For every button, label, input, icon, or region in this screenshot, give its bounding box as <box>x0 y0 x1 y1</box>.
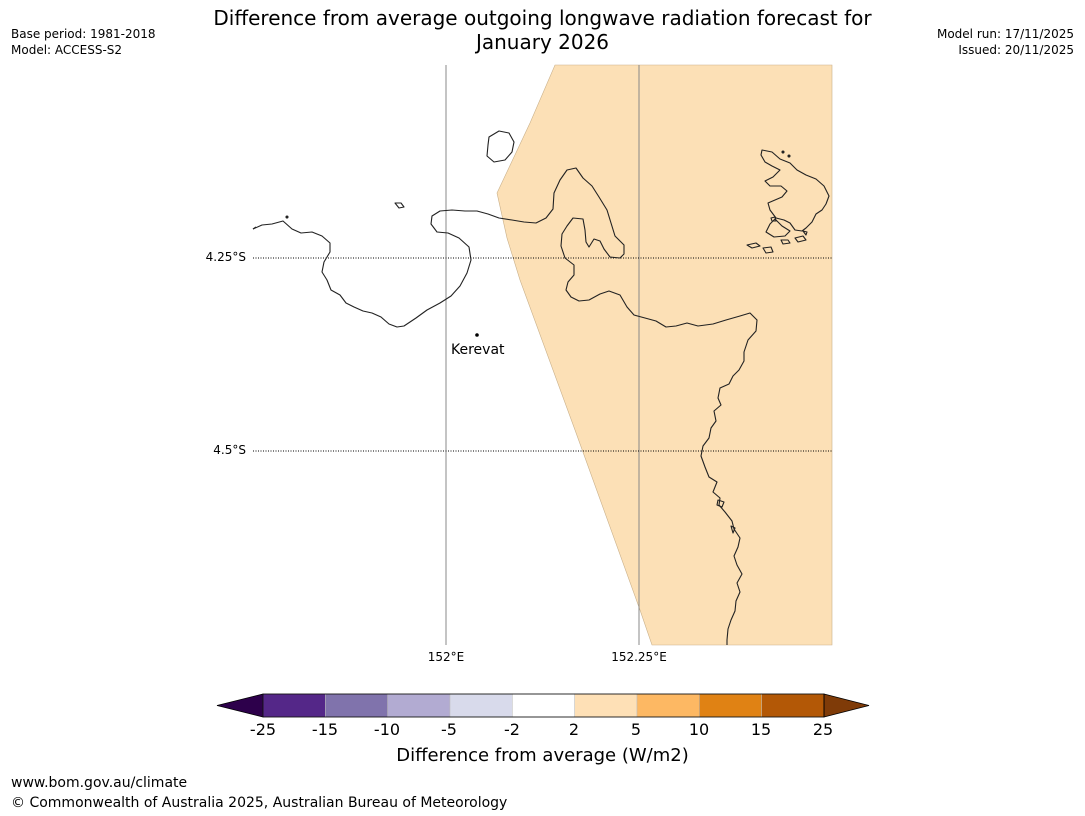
footer-copyright: © Commonwealth of Australia 2025, Austra… <box>11 795 508 811</box>
lat-label-4-5: 4.5°S <box>213 443 246 457</box>
colorbar-frame <box>262 693 825 718</box>
kerevat-marker <box>475 333 479 337</box>
place-label-kerevat: Kerevat <box>451 342 505 358</box>
model-run: Model run: 17/11/2025 <box>936 27 1074 41</box>
footer-url[interactable]: www.bom.gov.au/climate <box>11 775 188 791</box>
cbar-tick: -25 <box>249 720 277 739</box>
title-line-1: Difference from average outgoing longwav… <box>213 6 872 30</box>
cbar-tick: 15 <box>750 720 772 739</box>
colorbar-cells <box>216 693 870 718</box>
colorbar-extend-low <box>216 693 264 718</box>
cbar-tick: -5 <box>441 720 457 739</box>
colorbar-cell <box>512 693 575 718</box>
colorbar-cell <box>761 693 825 718</box>
lat-label-4-25: 4.25°S <box>205 250 246 264</box>
cbar-tick: 2 <box>568 720 580 739</box>
colorbar-cell <box>387 693 451 718</box>
meta-left: Base period: 1981-2018 Model: ACCESS-S2 <box>11 26 156 58</box>
coastline <box>252 130 830 645</box>
cbar-tick: -15 <box>311 720 339 739</box>
anomaly-region <box>496 64 833 646</box>
cbar-tick: 10 <box>688 720 710 739</box>
colorbar-label: Difference from average (W/m2) <box>396 745 689 766</box>
base-period: Base period: 1981-2018 <box>11 27 156 41</box>
cbar-tick: 5 <box>630 720 642 739</box>
model-name: Model: ACCESS-S2 <box>11 43 123 57</box>
cbar-tick: -2 <box>504 720 520 739</box>
colorbar-cell <box>449 693 513 718</box>
meta-right: Model run: 17/11/2025 Issued: 20/11/2025 <box>937 26 1074 58</box>
chart-title: Difference from average outgoing longwav… <box>0 6 1085 54</box>
cbar-tick: 25 <box>812 720 834 739</box>
colorbar-cell <box>325 693 388 718</box>
colorbar-cell <box>574 693 638 718</box>
lon-label-152: 152°E <box>427 650 465 664</box>
colorbar-cell <box>262 693 326 718</box>
title-line-2: January 2026 <box>475 30 610 54</box>
colorbar-cell <box>699 693 762 718</box>
lon-label-152-25: 152.25°E <box>611 650 667 664</box>
issued-date: Issued: 20/11/2025 <box>958 43 1074 57</box>
colorbar-cell <box>636 693 700 718</box>
colorbar-extend-high <box>823 693 870 718</box>
map-canvas <box>252 64 833 646</box>
cbar-tick: -10 <box>373 720 401 739</box>
